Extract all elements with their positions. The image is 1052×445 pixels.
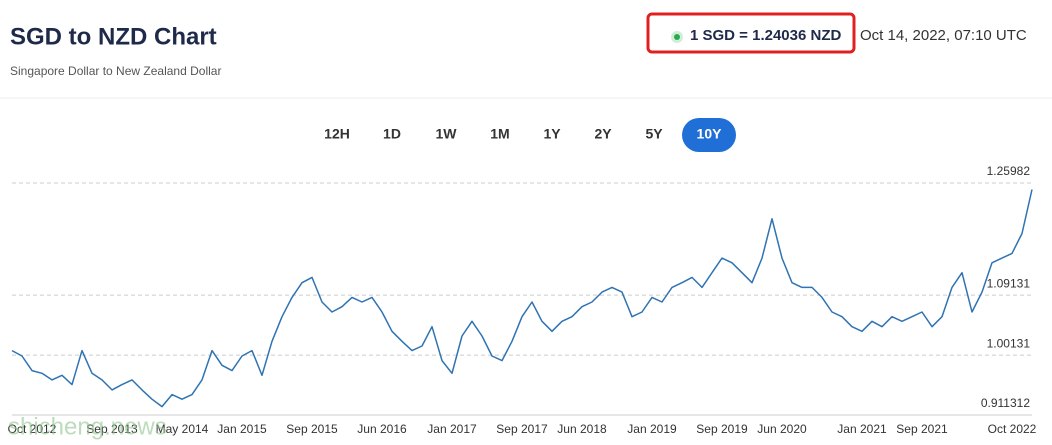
highlight-box (646, 12, 856, 54)
price-line (11, 189, 1033, 408)
x-tick-label: Jun 2016 (357, 422, 407, 436)
range-button[interactable]: 5Y (645, 126, 663, 142)
x-tick-label: May 2014 (156, 422, 209, 436)
x-tick-label: Jun 2018 (557, 422, 607, 436)
range-buttons: 12H 1D 1W 1M 1Y 2Y 5Y 10Y (324, 118, 736, 152)
range-button[interactable]: 10Y (697, 126, 723, 142)
x-tick-label: Sep 2017 (496, 422, 548, 436)
rate: 1 SGD = 1.24036 NZD (690, 27, 841, 44)
x-tick-label: Jan 2021 (837, 422, 887, 436)
live-dot (674, 34, 680, 40)
active-range-pill[interactable] (682, 118, 736, 152)
watermark: shicheng.news (8, 413, 167, 440)
x-tick-label: Oct 2022 (988, 422, 1037, 436)
x-tick-label: Sep 2019 (696, 422, 748, 436)
subtitle: Singapore Dollar to New Zealand Dollar (10, 64, 221, 78)
y-tick-label: 0.911312 (981, 396, 1030, 410)
y-tick-label: 1.25982 (987, 164, 1031, 178)
plot: 0.911312 1.00131 1.09131 1.25982 Oct 2012 Sep… (8, 164, 1037, 436)
y-tick-label: 1.09131 (987, 276, 1031, 290)
title: SGD to NZD Chart (10, 23, 217, 50)
range-button[interactable]: 1Y (543, 126, 561, 142)
x-tick-label: Oct 2012 (8, 422, 57, 436)
x-tick-label: Jan 2015 (217, 422, 267, 436)
y-tick-label: 1.00131 (987, 336, 1031, 350)
x-tick-label: Jan 2019 (627, 422, 677, 436)
x-tick-label: Sep 2021 (896, 422, 948, 436)
range-button[interactable]: 1M (490, 126, 509, 142)
x-tick-label: Sep 2015 (286, 422, 338, 436)
x-tick-label: Sep 2013 (86, 422, 138, 436)
range-button[interactable]: 2Y (594, 126, 612, 142)
timestamp: Oct 14, 2022, 07:10 UTC (860, 27, 1027, 44)
range-button[interactable]: 1D (383, 126, 401, 142)
range-button[interactable]: 1W (436, 126, 458, 142)
x-tick-label: Jan 2017 (427, 422, 477, 436)
x-tick-label: Jun 2020 (757, 422, 807, 436)
range-button[interactable]: 12H (324, 126, 350, 142)
